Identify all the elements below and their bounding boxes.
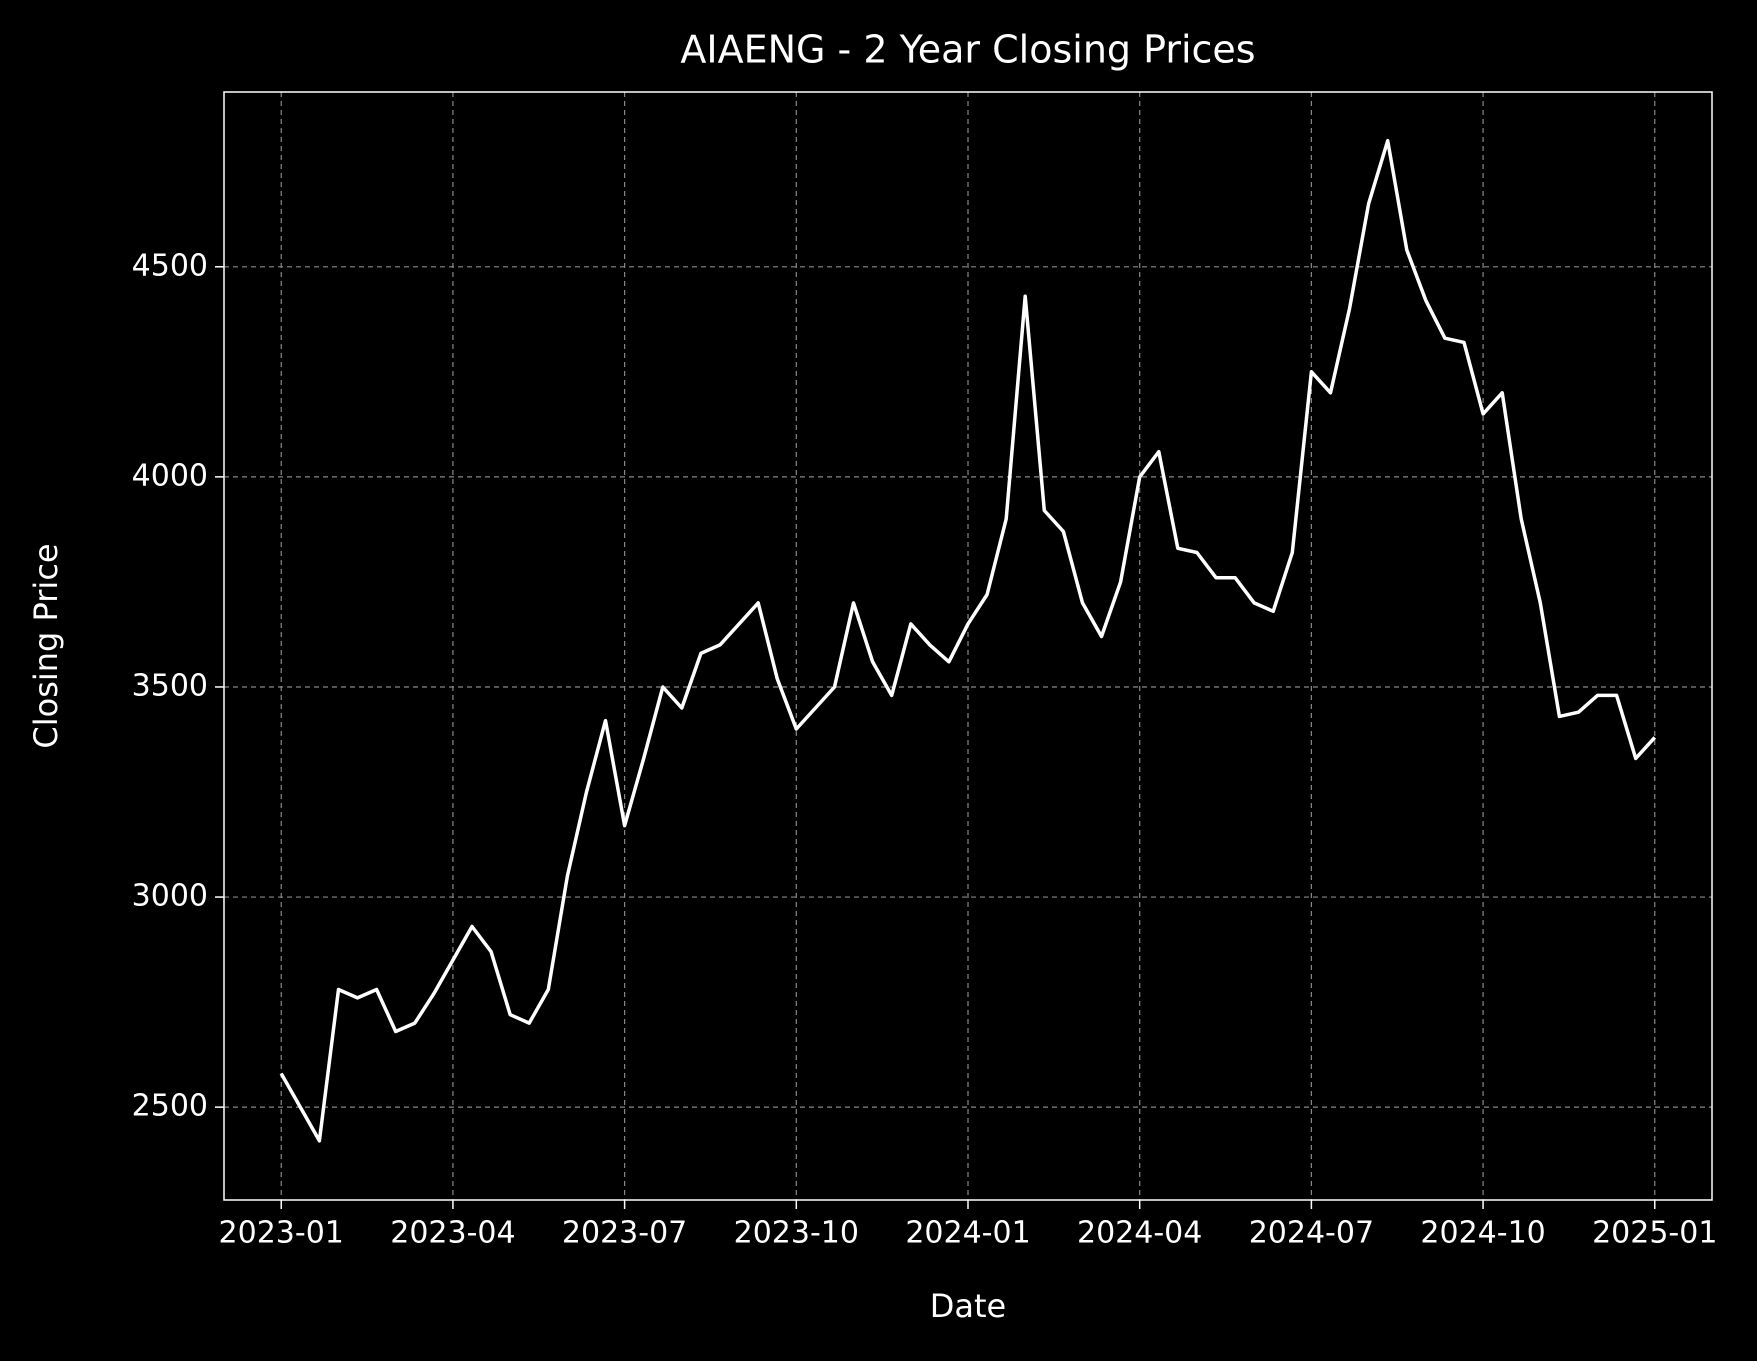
x-tick-label: 2023-01 (219, 1216, 344, 1251)
y-tick-label: 4500 (132, 248, 208, 283)
x-axis-label: Date (930, 1287, 1006, 1325)
y-tick-label: 4000 (132, 458, 208, 493)
x-tick-label: 2023-04 (390, 1216, 515, 1251)
x-tick-label: 2023-07 (562, 1216, 687, 1251)
x-tick-label: 2024-07 (1249, 1216, 1374, 1251)
y-tick-label: 3000 (132, 879, 208, 914)
plot-frame (223, 91, 1713, 1201)
chart-title: AIAENG - 2 Year Closing Prices (680, 28, 1255, 72)
y-axis-label: Closing Price (27, 543, 65, 748)
x-tick-label: 2023-10 (734, 1216, 859, 1251)
price-line (279, 138, 1657, 1143)
x-tick-label: 2024-04 (1077, 1216, 1202, 1251)
x-tick-label: 2024-01 (905, 1216, 1030, 1251)
y-tick-label: 3500 (132, 668, 208, 703)
y-tick-label: 2500 (132, 1089, 208, 1124)
x-tick-label: 2024-10 (1420, 1216, 1545, 1251)
x-tick-label: 2025-01 (1592, 1216, 1717, 1251)
